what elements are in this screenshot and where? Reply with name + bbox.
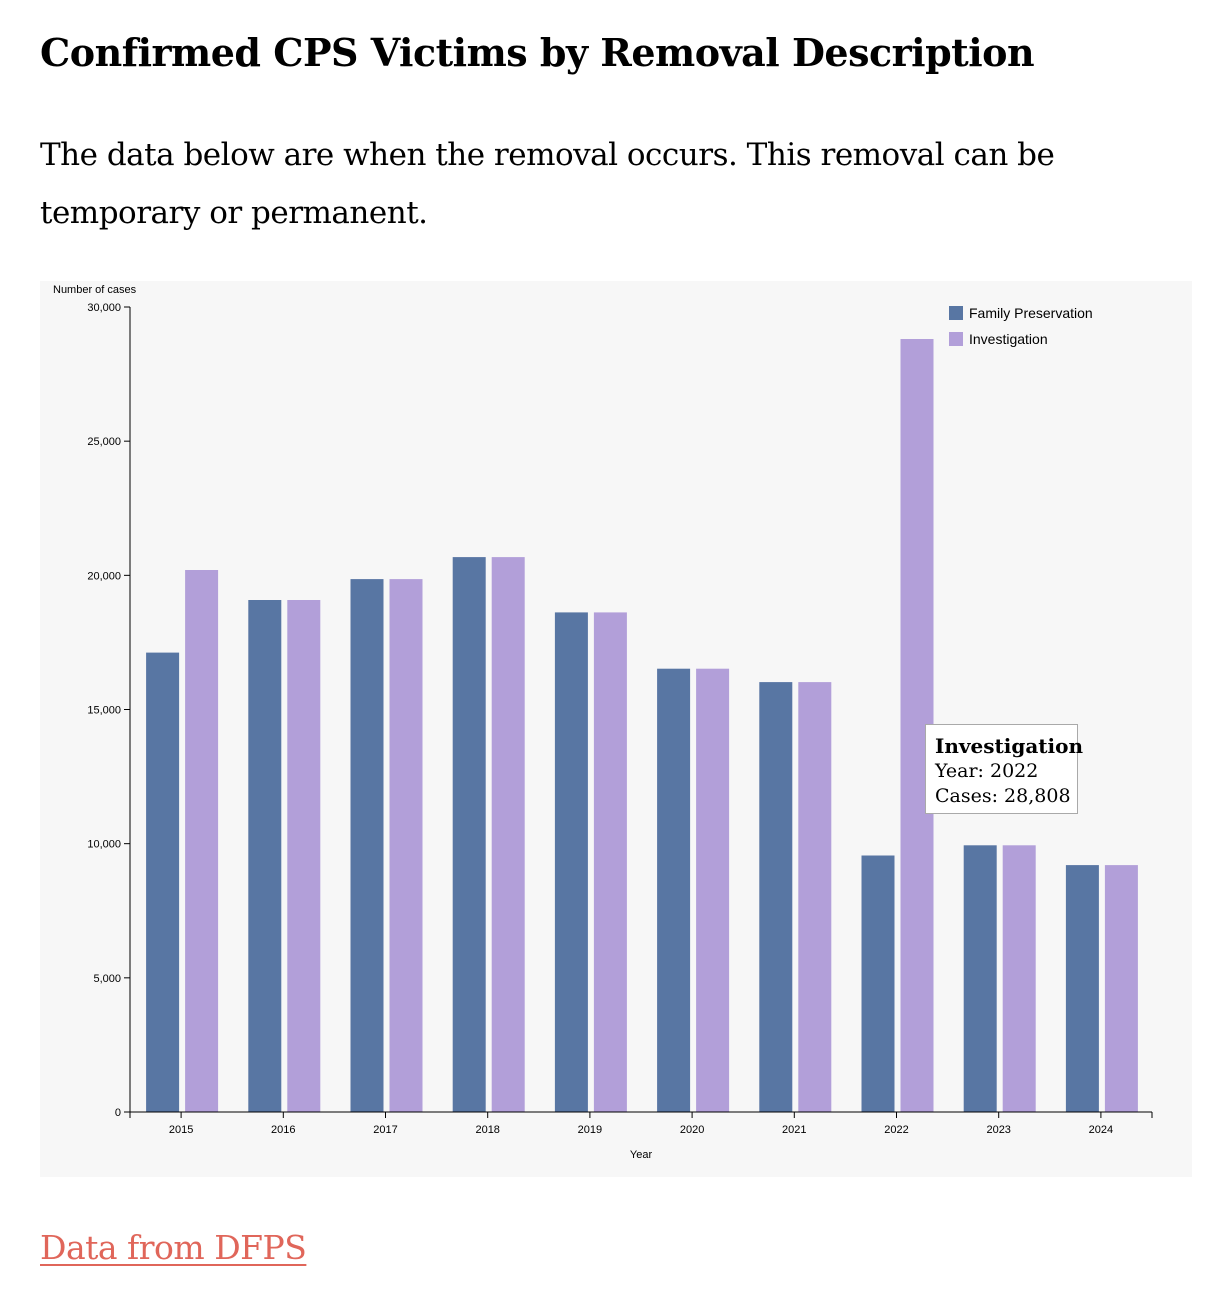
x-tick-label: 2024 [1089,1124,1113,1136]
page-title: Confirmed CPS Victims by Removal Descrip… [40,30,1035,75]
y-tick-label: 20,000 [87,570,121,582]
x-tick-label: 2016 [271,1124,295,1136]
bar-family-preservation-2020 [657,668,691,1112]
x-tick-label: 2022 [884,1124,908,1136]
legend-swatch-family-preservation [949,306,963,320]
bar-family-preservation-2018 [452,557,486,1112]
bar-investigation-2015 [185,570,219,1112]
x-tick-label: 2018 [475,1124,499,1136]
x-tick-label: 2015 [169,1124,193,1136]
bar-investigation-2019 [593,612,627,1112]
y-tick-label: 0 [115,1107,121,1119]
chart-panel: 0 5,000 10,000 15,000 20,000 25,000 30,000 Numb… [40,281,1192,1177]
y-tick-label: 30,000 [87,302,121,314]
x-tick-label: 2020 [680,1124,704,1136]
bar-investigation-2020 [696,668,730,1112]
y-tick-label: 10,000 [87,839,121,851]
tooltip-year: Year: 2022 [935,760,1039,782]
bar-investigation-2016 [287,600,321,1112]
y-tick-label: 25,000 [87,436,121,448]
bar-family-preservation-2023 [963,845,997,1112]
bar-investigation-2024 [1104,865,1138,1112]
legend-swatch-investigation [949,332,963,346]
bar-investigation-2018 [491,557,525,1112]
bar-family-preservation-2024 [1065,865,1099,1112]
legend-label-investigation: Investigation [969,331,1048,347]
page-subtitle: The data below are when the removal occu… [40,137,1055,231]
x-tick-label: 2019 [578,1124,602,1136]
bar-family-preservation-2019 [554,612,588,1112]
y-tick-label: 5,000 [93,973,121,985]
bar-investigation-2017 [389,579,423,1112]
source-link[interactable]: Data from DFPS [40,1228,307,1267]
x-tick-label: 2017 [373,1124,397,1136]
tooltip-series: Investigation [935,734,1083,758]
bar-family-preservation-2015 [146,652,180,1112]
x-axis-label: Year [630,1149,653,1161]
bar-chart: 0 5,000 10,000 15,000 20,000 25,000 30,000 Numb… [53,284,1153,1161]
tooltip-cases: Cases: 28,808 [935,785,1071,807]
y-tick-label: 15,000 [87,705,121,717]
bar-family-preservation-2017 [350,579,384,1112]
bar-family-preservation-2016 [248,600,282,1112]
bar-family-preservation-2022 [861,855,895,1112]
bar-investigation-2021 [798,682,832,1112]
bar-family-preservation-2021 [759,682,793,1112]
x-tick-label: 2023 [986,1124,1010,1136]
x-tick-label: 2021 [782,1124,806,1136]
y-axis-label: Number of cases [53,284,137,296]
bar-investigation-2023 [1002,845,1036,1112]
legend-label-family-preservation: Family Preservation [969,305,1093,321]
chart-tooltip: Investigation Year: 2022 Cases: 28,808 [925,724,1083,814]
